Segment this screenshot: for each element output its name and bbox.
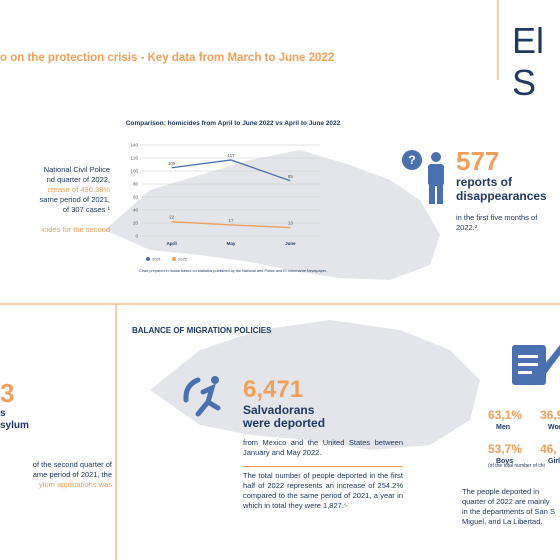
chart-note: Chart prepared in house based on statist… [139,269,327,273]
y-tick-label: 40 [133,208,139,213]
doc-icon [512,345,560,385]
text-line: of 307 cases ¹ [62,205,110,214]
person-icon [402,150,444,204]
text-line: quarter of 2022 are mainly [462,497,550,506]
asylum-number: 3 [0,378,15,408]
y-tick-label: 20 [133,221,139,226]
deported-detail: from Mexico and the United States betwee… [243,438,403,457]
text-line: icides for the second [41,225,110,234]
y-tick-label: 0 [135,234,138,239]
breakdown-label: Boys [496,458,514,465]
text-line: same period of 2021, [39,195,110,204]
x-tick-label: June [285,241,296,246]
legend-label: 2022 [178,257,188,262]
breakdown-pct: 53,7% [488,442,523,456]
line [171,221,291,229]
brand: El S [512,20,545,103]
x-tick-label: April [167,241,177,246]
header-title: o on the protection crisis - Key data fr… [0,52,335,64]
text-line: National Civil Police [43,165,110,174]
disappear-label: reports of disappearances [456,175,547,203]
data-label: 17 [228,218,234,223]
text-line: in the departments of San S [462,507,555,516]
text-line: The people deported in [462,487,540,496]
deported-label: Salvadorans were deported [243,403,326,430]
breakdown-pct: 63,1% [488,408,523,422]
legend-swatch [146,257,150,261]
map-top [105,150,440,280]
y-tick-label: 80 [133,182,139,187]
y-tick-label: 100 [130,169,138,174]
homicide-text: National Civil Police nd quarter of 2022,… [0,165,110,235]
breakdown-label: Men [496,424,510,431]
legend-swatch [172,257,176,261]
disappear-detail: in the first five months of 2022.² [456,213,538,232]
text-line: ylum applications was [39,480,112,489]
deported-text: The total number of people deported in t… [243,466,403,511]
data-label: 117 [227,153,235,158]
text-line: ame period of 2021, the [32,470,112,479]
section-title: BALANCE OF MIGRATION POLICIES [132,326,272,335]
y-tick-label: 60 [133,195,139,200]
asylum-text: of the second quarter of ame period of 20… [0,460,112,490]
breakdown-label: Girl [548,458,560,465]
disappear-number: 577 [456,146,500,176]
data-label: 85 [288,174,294,179]
legend-label: 2021 [152,257,162,262]
chart: Comparison: homicides from April to June… [126,120,341,273]
breakdown-pct: 36,9 [540,408,560,422]
y-tick-label: 120 [130,156,138,161]
icon-mark: ? [408,153,415,167]
data-label: 13 [288,221,294,226]
text-line: of the second quarter of [32,460,112,469]
breakdown-label: Wom [548,424,560,431]
breakdown-note: (of the total number of chi [488,463,545,469]
breakdown-pct: 46, [540,442,557,456]
x-tick-label: May [227,241,236,246]
run-icon [183,376,221,417]
data-label: 22 [169,215,175,220]
map-bottom [150,320,480,450]
data-label: 105 [168,161,176,166]
text-line: crease of 490.38% [47,185,110,194]
deported-number: 6,471 [243,376,304,403]
y-tick-label: 140 [130,143,138,148]
asylum-label: s [0,408,6,419]
text-line: Miguel, and La Libertad. [462,517,543,526]
text-line: nd quarter of 2022, [46,175,110,184]
asylum-label: sylum [0,420,29,431]
departments-text: The people deported in quarter of 2022 ar… [462,487,560,527]
chart-title: Comparison: homicides from April to June… [126,120,341,127]
line [171,159,291,182]
